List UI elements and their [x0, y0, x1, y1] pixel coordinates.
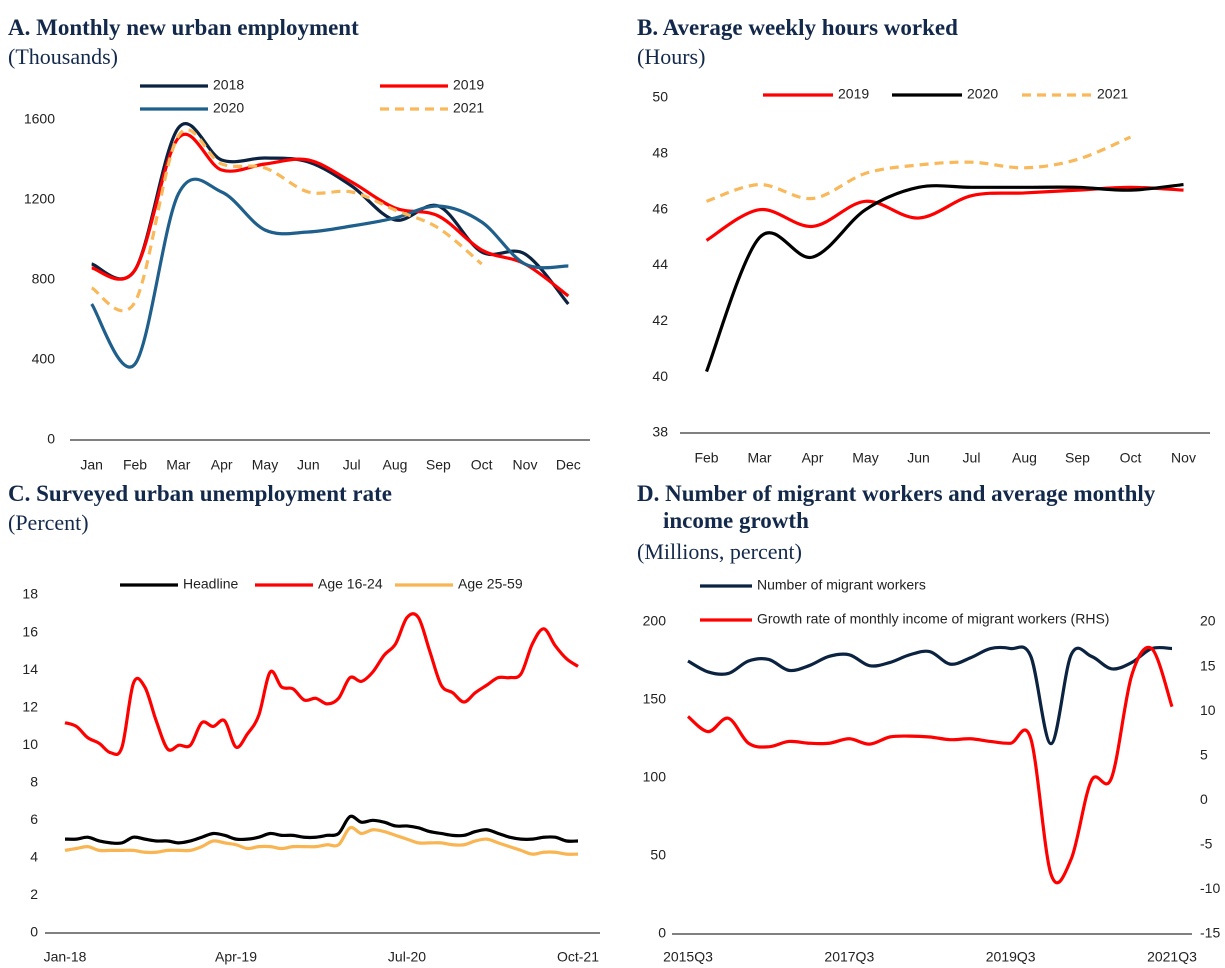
x-tick-label: Jun — [907, 450, 930, 466]
x-tick-label: Feb — [123, 457, 147, 473]
series-line — [705, 185, 1184, 242]
chart-subtitle: (Hours) — [637, 44, 706, 69]
y2-tick-label: 10 — [1200, 702, 1216, 718]
y-tick-label: 150 — [643, 691, 667, 707]
chart-title: A. Monthly new urban employment — [8, 15, 359, 40]
y-tick-label: 50 — [650, 847, 666, 863]
y-tick-label: 50 — [652, 89, 668, 105]
x-tick-label: Apr — [211, 457, 233, 473]
y-tick-label: 8 — [30, 773, 38, 789]
y-tick-label: 4 — [30, 849, 38, 865]
y2-tick-label: -5 — [1200, 836, 1213, 852]
legend-label: Growth rate of monthly income of migrant… — [757, 611, 1109, 627]
y-tick-label: 42 — [652, 312, 668, 328]
x-tick-label: Mar — [166, 457, 190, 473]
series-line — [90, 177, 569, 369]
y-tick-label: 400 — [32, 351, 56, 367]
y-tick-label: 14 — [22, 661, 38, 677]
chart-subtitle: (Percent) — [8, 510, 89, 535]
y-tick-label: 16 — [22, 623, 38, 639]
series-line — [91, 132, 570, 298]
legend-label: 2020 — [967, 86, 998, 102]
x-tick-label: Aug — [1012, 450, 1037, 466]
series-line — [705, 182, 1184, 373]
series-line — [687, 645, 1173, 746]
y-tick-label: 46 — [652, 200, 668, 216]
x-tick-label: Mar — [747, 450, 771, 466]
x-tick-label: May — [852, 450, 878, 466]
series-line — [64, 612, 579, 757]
x-tick-label: May — [252, 457, 278, 473]
y-tick-label: 10 — [22, 736, 38, 752]
y2-tick-label: 0 — [1200, 791, 1208, 807]
y-tick-label: 2 — [30, 886, 38, 902]
x-tick-label: 2017Q3 — [824, 949, 874, 965]
legend-label: Age 16-24 — [318, 576, 383, 592]
x-tick-label: Sep — [1065, 450, 1090, 466]
y-tick-label: 12 — [22, 698, 38, 714]
y-tick-label: 1200 — [24, 191, 55, 207]
x-tick-label: Jul — [343, 457, 361, 473]
series-line — [91, 122, 570, 306]
legend-label: Number of migrant workers — [757, 577, 926, 593]
legend-label: 2020 — [213, 100, 244, 116]
legend-label: Headline — [183, 576, 238, 592]
x-tick-label: Nov — [513, 457, 538, 473]
legend-label: 2021 — [453, 100, 484, 116]
y-tick-label: 18 — [22, 586, 38, 602]
series-line — [64, 825, 579, 856]
y-tick-label: 48 — [652, 145, 668, 161]
series-line — [90, 128, 483, 313]
series-line — [64, 814, 579, 845]
x-tick-label: Jul-20 — [388, 949, 426, 965]
x-tick-label: Jan-18 — [44, 949, 87, 965]
y-tick-label: 0 — [658, 925, 666, 941]
chart-title: D. Number of migrant workers and average… — [637, 481, 1156, 533]
x-tick-label: Jun — [297, 457, 320, 473]
y2-tick-label: -15 — [1200, 925, 1220, 941]
x-tick-label: 2021Q3 — [1147, 949, 1197, 965]
chart-subtitle: (Millions, percent) — [637, 539, 802, 564]
x-tick-label: Aug — [383, 457, 408, 473]
x-tick-label: Jul — [963, 450, 981, 466]
y-tick-label: 1600 — [24, 111, 55, 127]
legend-label: 2018 — [213, 77, 244, 93]
x-tick-label: Sep — [426, 457, 451, 473]
legend-label: 2021 — [1097, 86, 1128, 102]
x-tick-label: Feb — [694, 450, 718, 466]
x-tick-label: Dec — [556, 457, 581, 473]
y-tick-label: 200 — [643, 613, 667, 629]
series-line — [705, 135, 1132, 203]
x-tick-label: Oct-21 — [557, 949, 599, 965]
x-tick-label: Nov — [1171, 450, 1196, 466]
chart-subtitle: (Thousands) — [8, 44, 118, 69]
x-tick-label: Oct — [1120, 450, 1142, 466]
x-tick-label: 2015Q3 — [663, 949, 713, 965]
x-tick-label: Apr — [802, 450, 824, 466]
x-tick-label: Jan — [80, 457, 103, 473]
y2-tick-label: -10 — [1200, 880, 1220, 896]
chart-title: C. Surveyed urban unemployment rate — [8, 481, 392, 506]
x-tick-label: Oct — [471, 457, 493, 473]
legend-label: Age 25-59 — [458, 576, 523, 592]
y-tick-label: 40 — [652, 368, 668, 384]
legend-label: 2019 — [453, 77, 484, 93]
y2-tick-label: 5 — [1200, 746, 1208, 762]
chart-title: B. Average weekly hours worked — [637, 15, 958, 40]
y2-tick-label: 15 — [1200, 657, 1216, 673]
series-line — [686, 645, 1174, 885]
y-tick-label: 44 — [652, 256, 668, 272]
x-tick-label: Apr-19 — [215, 949, 257, 965]
y-tick-label: 800 — [32, 271, 56, 287]
legend-label: 2019 — [838, 86, 869, 102]
x-tick-label: 2019Q3 — [986, 949, 1036, 965]
y-tick-label: 100 — [643, 769, 667, 785]
y-tick-label: 0 — [30, 924, 38, 940]
y-tick-label: 38 — [652, 424, 668, 440]
y-tick-label: 0 — [47, 431, 55, 447]
y2-tick-label: 20 — [1200, 613, 1216, 629]
y-tick-label: 6 — [30, 811, 38, 827]
